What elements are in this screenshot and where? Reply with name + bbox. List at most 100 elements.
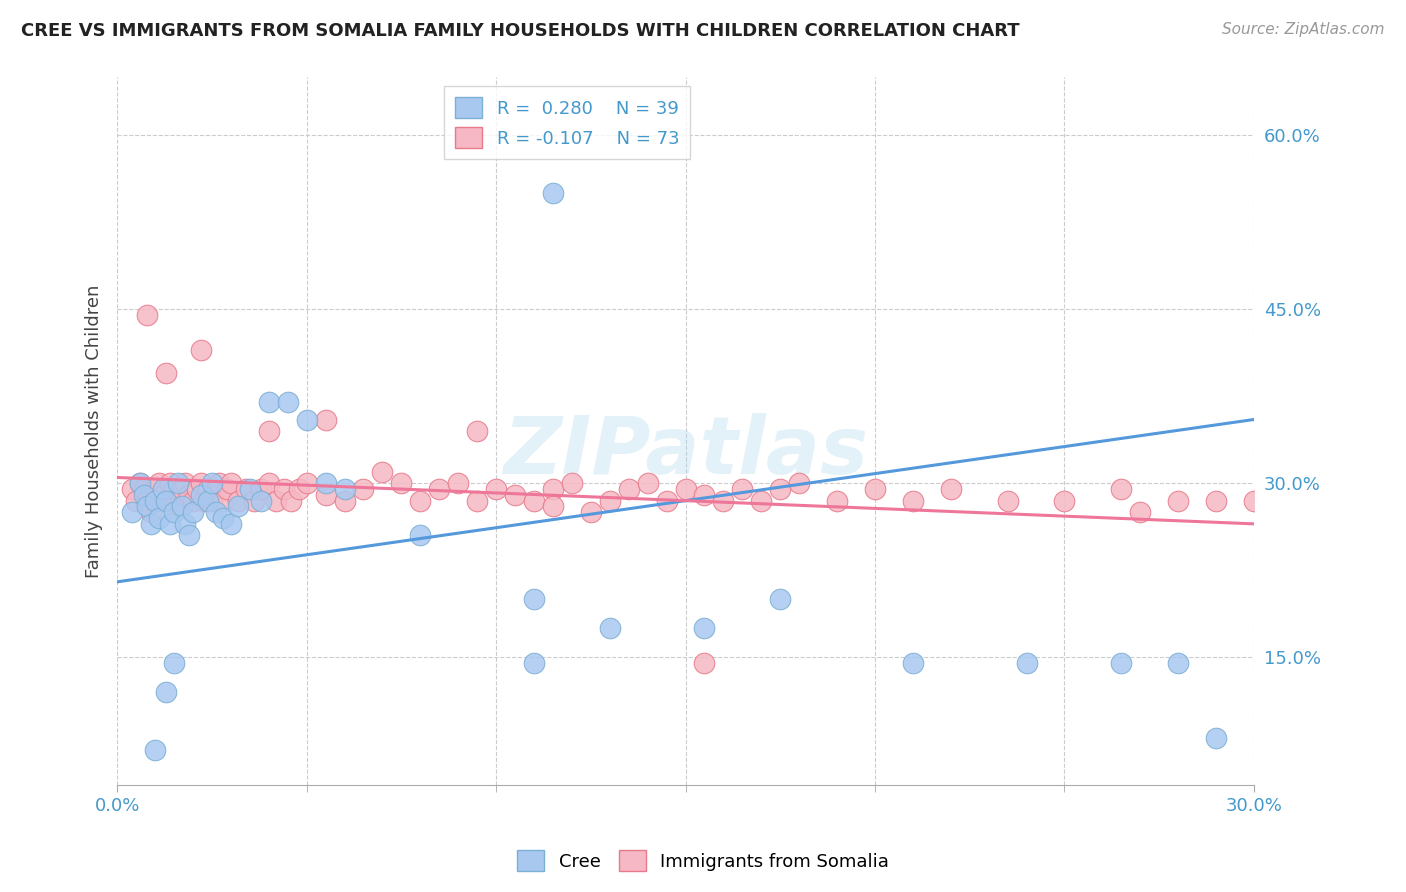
Point — [769, 592, 792, 607]
Point — [1015, 656, 1038, 670]
Point — [787, 476, 810, 491]
Point — [409, 528, 432, 542]
Point — [863, 482, 886, 496]
Point — [228, 493, 250, 508]
Point — [997, 493, 1019, 508]
Point — [186, 482, 208, 496]
Point — [295, 412, 318, 426]
Point — [155, 493, 177, 508]
Point — [1109, 482, 1132, 496]
Point — [465, 493, 488, 508]
Point — [315, 412, 337, 426]
Point — [143, 482, 166, 496]
Point — [121, 482, 143, 496]
Point — [257, 395, 280, 409]
Point — [693, 488, 716, 502]
Point — [121, 505, 143, 519]
Point — [201, 493, 224, 508]
Point — [1205, 731, 1227, 746]
Point — [155, 493, 177, 508]
Legend: R =  0.280    N = 39, R = -0.107    N = 73: R = 0.280 N = 39, R = -0.107 N = 73 — [444, 87, 690, 159]
Point — [693, 656, 716, 670]
Point — [163, 505, 186, 519]
Point — [215, 482, 238, 496]
Point — [143, 493, 166, 508]
Point — [315, 476, 337, 491]
Point — [159, 516, 181, 531]
Point — [465, 424, 488, 438]
Point — [208, 476, 231, 491]
Point — [219, 476, 242, 491]
Point — [204, 482, 226, 496]
Point — [599, 493, 621, 508]
Point — [170, 500, 193, 514]
Point — [235, 482, 257, 496]
Point — [190, 488, 212, 502]
Point — [617, 482, 640, 496]
Point — [901, 656, 924, 670]
Point — [541, 186, 564, 201]
Point — [1205, 493, 1227, 508]
Point — [179, 528, 201, 542]
Point — [155, 685, 177, 699]
Point — [599, 621, 621, 635]
Point — [163, 482, 186, 496]
Point — [901, 493, 924, 508]
Point — [1281, 505, 1303, 519]
Point — [693, 621, 716, 635]
Point — [1053, 493, 1076, 508]
Point — [190, 476, 212, 491]
Point — [190, 343, 212, 357]
Text: Source: ZipAtlas.com: Source: ZipAtlas.com — [1222, 22, 1385, 37]
Point — [273, 482, 295, 496]
Point — [315, 488, 337, 502]
Point — [333, 482, 356, 496]
Point — [266, 493, 288, 508]
Point — [228, 500, 250, 514]
Point — [166, 500, 188, 514]
Point — [197, 482, 219, 496]
Point — [143, 743, 166, 757]
Point — [141, 505, 163, 519]
Point — [152, 488, 174, 502]
Point — [197, 493, 219, 508]
Point — [769, 482, 792, 496]
Point — [129, 476, 152, 491]
Point — [257, 424, 280, 438]
Point — [250, 493, 273, 508]
Point — [523, 493, 546, 508]
Point — [288, 482, 311, 496]
Point — [371, 465, 394, 479]
Point — [579, 505, 602, 519]
Point — [655, 493, 678, 508]
Point — [280, 493, 302, 508]
Point — [132, 488, 155, 502]
Legend: Cree, Immigrants from Somalia: Cree, Immigrants from Somalia — [510, 843, 896, 879]
Point — [1167, 493, 1189, 508]
Point — [212, 493, 235, 508]
Point — [541, 482, 564, 496]
Point — [148, 476, 170, 491]
Point — [637, 476, 659, 491]
Point — [277, 395, 299, 409]
Point — [561, 476, 583, 491]
Point — [204, 505, 226, 519]
Point — [132, 482, 155, 496]
Point — [1243, 493, 1265, 508]
Text: CREE VS IMMIGRANTS FROM SOMALIA FAMILY HOUSEHOLDS WITH CHILDREN CORRELATION CHAR: CREE VS IMMIGRANTS FROM SOMALIA FAMILY H… — [21, 22, 1019, 40]
Point — [136, 308, 159, 322]
Point — [713, 493, 735, 508]
Point — [193, 493, 215, 508]
Point — [163, 656, 186, 670]
Point — [1129, 505, 1152, 519]
Point — [541, 500, 564, 514]
Point — [219, 516, 242, 531]
Point — [174, 516, 197, 531]
Point — [166, 476, 188, 491]
Point — [257, 476, 280, 491]
Point — [155, 366, 177, 380]
Point — [141, 516, 163, 531]
Point — [1167, 656, 1189, 670]
Point — [675, 482, 697, 496]
Point — [939, 482, 962, 496]
